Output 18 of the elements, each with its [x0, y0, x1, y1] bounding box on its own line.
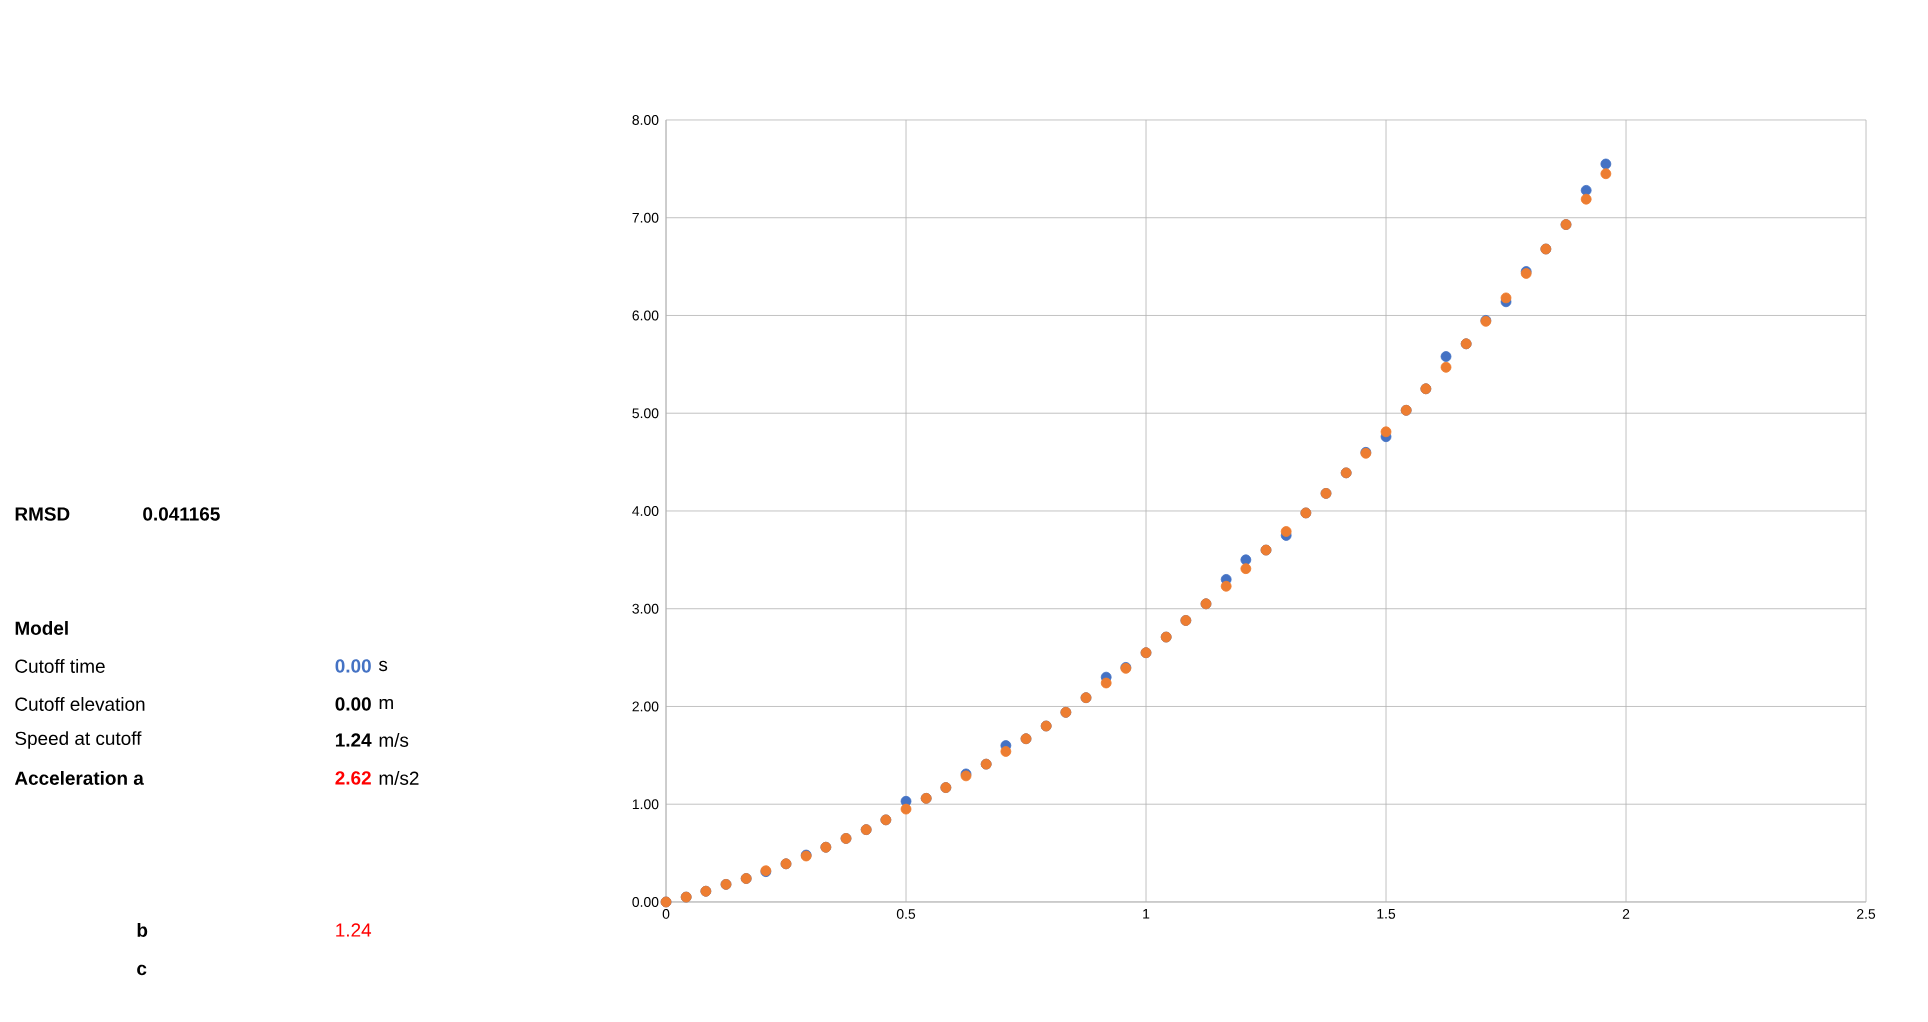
text: 0.041165 [143, 507, 220, 521]
text: 2.62 [335, 771, 371, 785]
text: 0.00 [335, 659, 371, 673]
text: s [378, 660, 388, 672]
text: Cutoff elevation [15, 697, 145, 711]
text: m/s2 [379, 771, 419, 785]
text: Cutoff time [15, 659, 105, 673]
text: Speed at cutoff [15, 731, 142, 749]
text: RMSD [15, 507, 70, 521]
text: m/s [379, 733, 409, 747]
text: m [379, 698, 393, 710]
text: c [137, 964, 147, 976]
text: 0.00 [335, 697, 371, 711]
text: Acceleration a [14, 771, 144, 785]
text: 1.24 [336, 923, 372, 937]
text: b [137, 923, 148, 937]
text: 1.24 [335, 733, 372, 747]
text: Model [15, 621, 68, 635]
